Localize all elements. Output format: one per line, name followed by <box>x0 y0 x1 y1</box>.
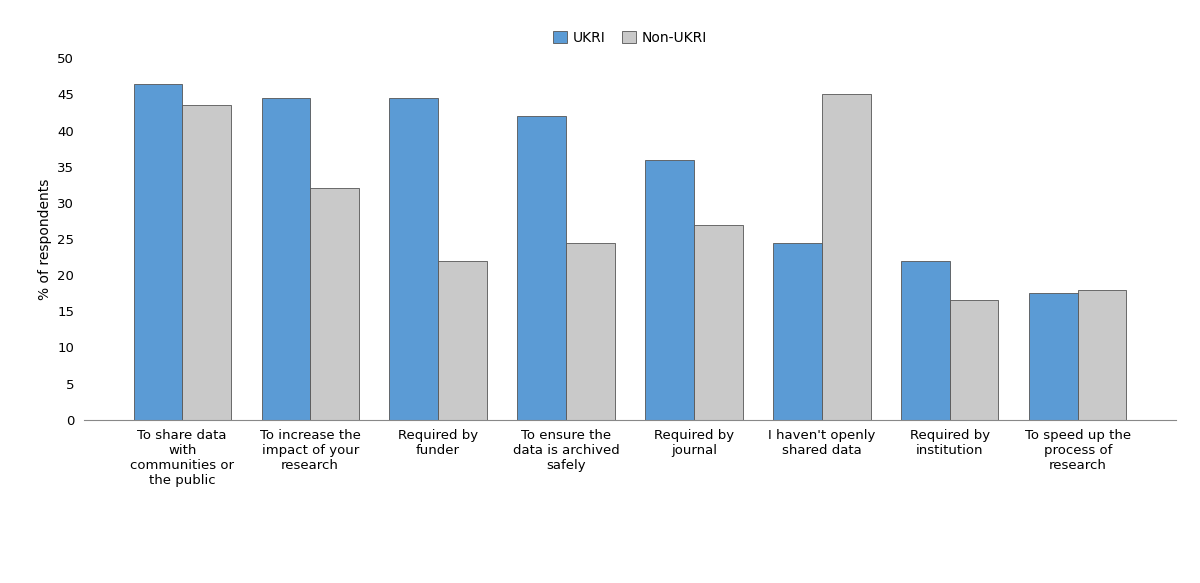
Bar <box>517 116 566 420</box>
Bar <box>822 94 870 420</box>
Bar <box>310 188 359 420</box>
Bar <box>438 261 487 420</box>
Bar <box>646 160 694 420</box>
Bar <box>262 98 310 420</box>
Bar <box>1030 293 1078 420</box>
Bar <box>1078 290 1127 420</box>
Bar <box>182 106 230 420</box>
Bar <box>133 83 182 420</box>
Legend: UKRI, Non-UKRI: UKRI, Non-UKRI <box>547 26 713 51</box>
Bar <box>694 224 743 420</box>
Bar <box>390 98 438 420</box>
Bar <box>901 261 950 420</box>
Bar <box>773 243 822 420</box>
Bar <box>950 300 998 420</box>
Y-axis label: % of respondents: % of respondents <box>37 178 52 300</box>
Bar <box>566 243 614 420</box>
